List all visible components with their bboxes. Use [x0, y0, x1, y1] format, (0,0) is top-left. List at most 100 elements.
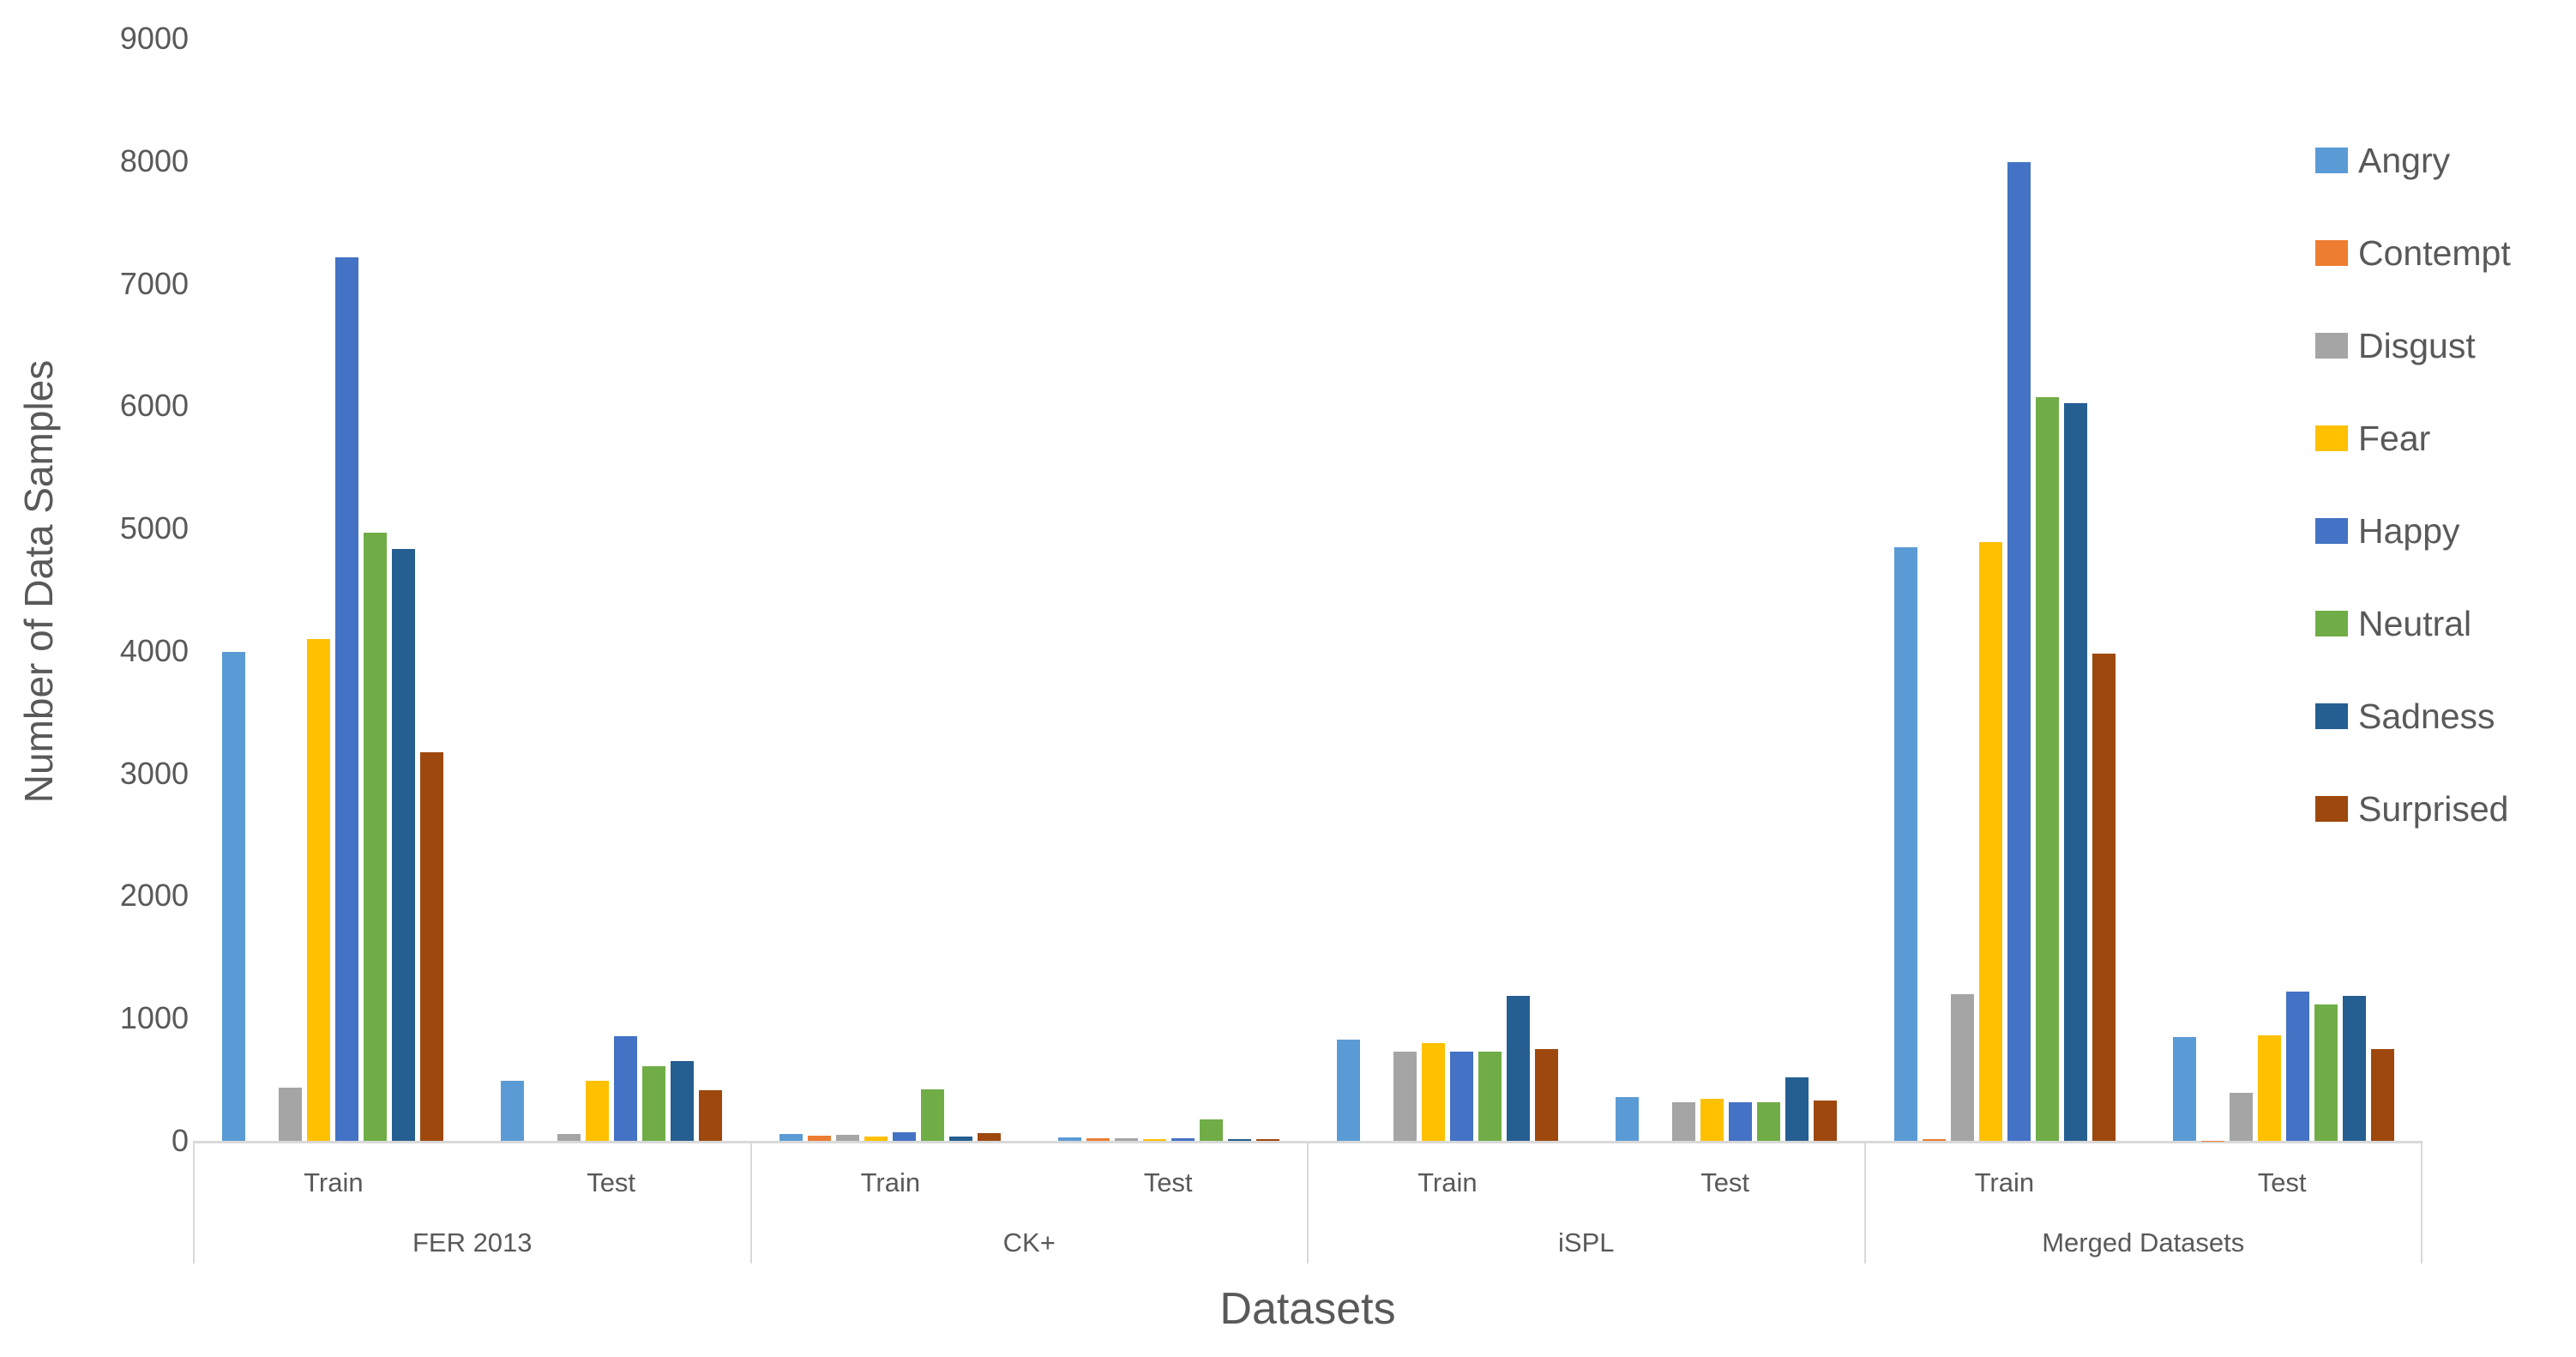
bar-sadness: [948, 1136, 972, 1141]
bar-sadness: [1785, 1077, 1809, 1141]
bar-surprised: [1534, 1048, 1558, 1141]
bar-angry: [1336, 1039, 1360, 1141]
y-axis-tick-label: 6000: [119, 388, 189, 424]
legend-label: Disgust: [2358, 325, 2476, 365]
legend-swatch: [2315, 611, 2348, 636]
bar-angry: [1615, 1096, 1639, 1141]
bar-group-test: [472, 39, 750, 1141]
bar-happy: [334, 256, 358, 1141]
legend-item-surprised: Surprised: [2315, 786, 2511, 832]
dataset-section-merged-datasets: [1865, 39, 2423, 1141]
category-section: Train Test Merged Datasets: [1866, 1143, 2423, 1264]
bar-surprised: [2370, 1048, 2394, 1141]
bar-fear: [1142, 1138, 1166, 1141]
bar-group-test: [1029, 39, 1308, 1141]
bar-group-test: [2144, 39, 2423, 1141]
dataset-label: iSPL: [1558, 1227, 1615, 1257]
split-label-row: Train Test: [752, 1143, 1308, 1205]
legend-item-angry: Angry: [2315, 137, 2511, 184]
category-axis: Train Test FER 2013 Train Test CK+ Train Test iS…: [193, 1143, 2423, 1264]
legend: Angry Contempt Disgust Fear Happy Neutral Sadn…: [2315, 137, 2511, 878]
legend-label: Angry: [2358, 140, 2451, 180]
bar-disgust: [1671, 1102, 1695, 1141]
bar-sadness: [391, 549, 415, 1141]
bar-happy: [1449, 1051, 1473, 1141]
bar-neutral: [2314, 1004, 2338, 1141]
bar-neutral: [641, 1065, 665, 1141]
bar-group-train: [750, 39, 1029, 1141]
y-axis-tick-label: 9000: [119, 21, 189, 56]
bar-fear: [585, 1081, 609, 1141]
bar-surprised: [698, 1090, 722, 1141]
split-label: Train: [860, 1167, 921, 1197]
split-label-row: Train Test: [1866, 1143, 2422, 1205]
legend-swatch: [2315, 240, 2348, 266]
y-axis-tick-label: 3000: [119, 755, 189, 791]
bar-sadness: [2063, 403, 2087, 1141]
bar-neutral: [1478, 1051, 1502, 1141]
bar-sadness: [2342, 995, 2366, 1141]
bar-happy: [2285, 991, 2309, 1141]
legend-item-happy: Happy: [2315, 508, 2511, 554]
dataset-label: FER 2013: [412, 1227, 533, 1257]
bar-group-test: [1586, 39, 1865, 1141]
legend-label: Contempt: [2358, 232, 2511, 273]
legend-label: Surprised: [2358, 788, 2509, 829]
legend-swatch: [2315, 148, 2348, 173]
y-axis-tick-label: 5000: [119, 510, 189, 546]
y-axis-tick-label: 8000: [119, 142, 189, 178]
bar-contempt: [1922, 1138, 1946, 1141]
y-axis-tick-label: 0: [171, 1123, 189, 1158]
split-label: Test: [1143, 1167, 1193, 1197]
legend-swatch: [2315, 333, 2348, 359]
bar-fear: [864, 1136, 888, 1141]
bar-disgust: [1114, 1137, 1138, 1141]
dataset-label: CK+: [1002, 1227, 1056, 1257]
bar-disgust: [557, 1134, 581, 1141]
split-label: Test: [2257, 1167, 2307, 1197]
bar-fear: [306, 639, 330, 1141]
plot-area: [193, 39, 2423, 1143]
bar-fear: [1700, 1099, 1724, 1141]
bar-contempt: [1086, 1138, 1110, 1141]
legend-swatch: [2315, 425, 2348, 451]
bar-neutral: [1756, 1102, 1780, 1141]
x-axis-title: Datasets: [1219, 1284, 1396, 1334]
legend-item-sadness: Sadness: [2315, 693, 2511, 739]
bar-angry: [500, 1081, 524, 1141]
split-label-row: Train Test: [1309, 1143, 1864, 1205]
category-section: Train Test CK+: [752, 1143, 1309, 1264]
legend-item-disgust: Disgust: [2315, 323, 2511, 369]
category-section: Train Test FER 2013: [193, 1143, 752, 1264]
bar-happy: [2007, 162, 2031, 1141]
bar-neutral: [2035, 397, 2059, 1141]
legend-item-neutral: Neutral: [2315, 600, 2511, 647]
bar-happy: [613, 1035, 637, 1141]
bar-happy: [1171, 1138, 1195, 1141]
bar-sadness: [670, 1061, 694, 1141]
bar-fear: [2257, 1034, 2281, 1141]
legend-label: Neutral: [2358, 603, 2472, 643]
bar-surprised: [419, 752, 443, 1141]
bar-surprised: [977, 1132, 1001, 1141]
bar-neutral: [920, 1089, 944, 1141]
y-axis-tick-label: 2000: [119, 878, 189, 914]
bar-angry: [2172, 1036, 2196, 1141]
dataset-section-ispl: [1308, 39, 1865, 1141]
legend-swatch: [2315, 518, 2348, 544]
bar-angry: [779, 1134, 803, 1141]
category-section: Train Test iSPL: [1309, 1143, 1866, 1264]
dataset-label: Merged Datasets: [2042, 1227, 2245, 1257]
dataset-section-fer-2013: [193, 39, 750, 1141]
bar-sadness: [1506, 995, 1530, 1141]
split-label: Train: [1974, 1167, 2035, 1197]
bar-disgust: [2229, 1092, 2253, 1141]
y-axis-tick-label: 7000: [119, 265, 189, 301]
bar-angry: [1057, 1137, 1081, 1141]
bar-sadness: [1227, 1138, 1251, 1141]
bar-neutral: [1199, 1119, 1223, 1141]
split-label-row: Train Test: [195, 1143, 750, 1205]
bar-fear: [1978, 541, 2002, 1141]
y-axis-tick-label: 4000: [119, 632, 189, 668]
